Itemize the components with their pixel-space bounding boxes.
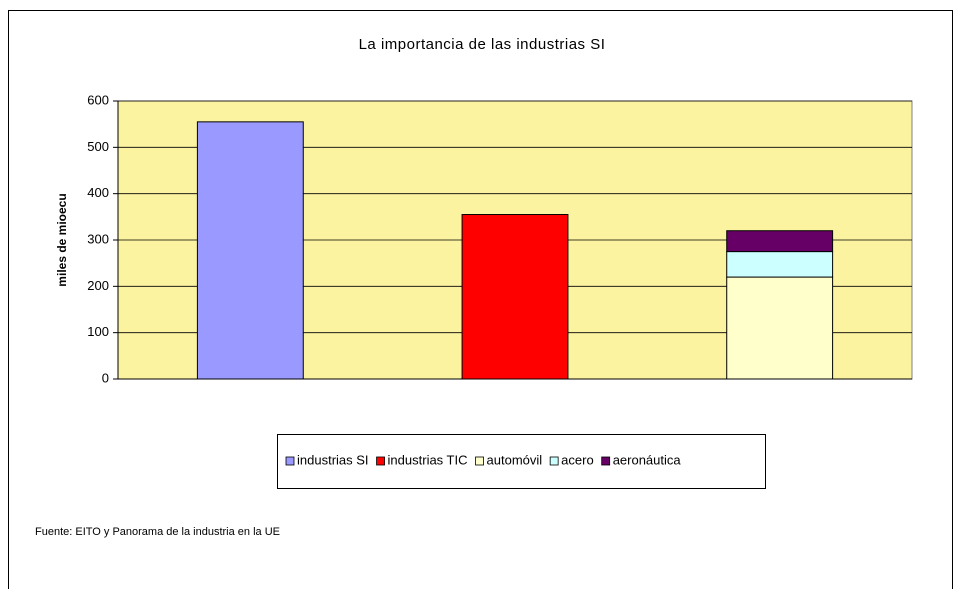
bar	[726, 230, 834, 253]
legend-swatch	[285, 456, 295, 466]
bar	[196, 121, 304, 380]
legend-swatch	[475, 456, 484, 466]
bar	[726, 251, 834, 278]
legend-swatch	[549, 456, 559, 466]
legend-label: industrias TIC	[388, 452, 468, 467]
y-tick-label: 100	[87, 324, 109, 339]
y-tick-label: 300	[87, 231, 109, 246]
legend-label: industrias SI	[297, 452, 369, 467]
bar	[726, 276, 834, 380]
legend-label: acero	[561, 452, 594, 467]
bar	[461, 214, 569, 380]
legend-label: automóvil	[487, 452, 543, 467]
y-tick-label: 500	[87, 139, 109, 154]
y-tick-label: 400	[87, 185, 109, 200]
legend-box	[277, 434, 766, 489]
chart-title: La importancia de las industrias SI	[359, 36, 606, 53]
y-tick-label: 200	[87, 278, 109, 293]
legend-swatch	[376, 456, 385, 466]
legend-swatch	[601, 456, 611, 466]
y-tick-label: 600	[87, 92, 109, 107]
legend-label: aeronáutica	[613, 452, 682, 467]
y-axis-label: miles de mioecu	[55, 193, 69, 286]
y-tick-label: 0	[102, 370, 109, 385]
source-note: Fuente: EITO y Panorama de la industria …	[35, 526, 280, 538]
